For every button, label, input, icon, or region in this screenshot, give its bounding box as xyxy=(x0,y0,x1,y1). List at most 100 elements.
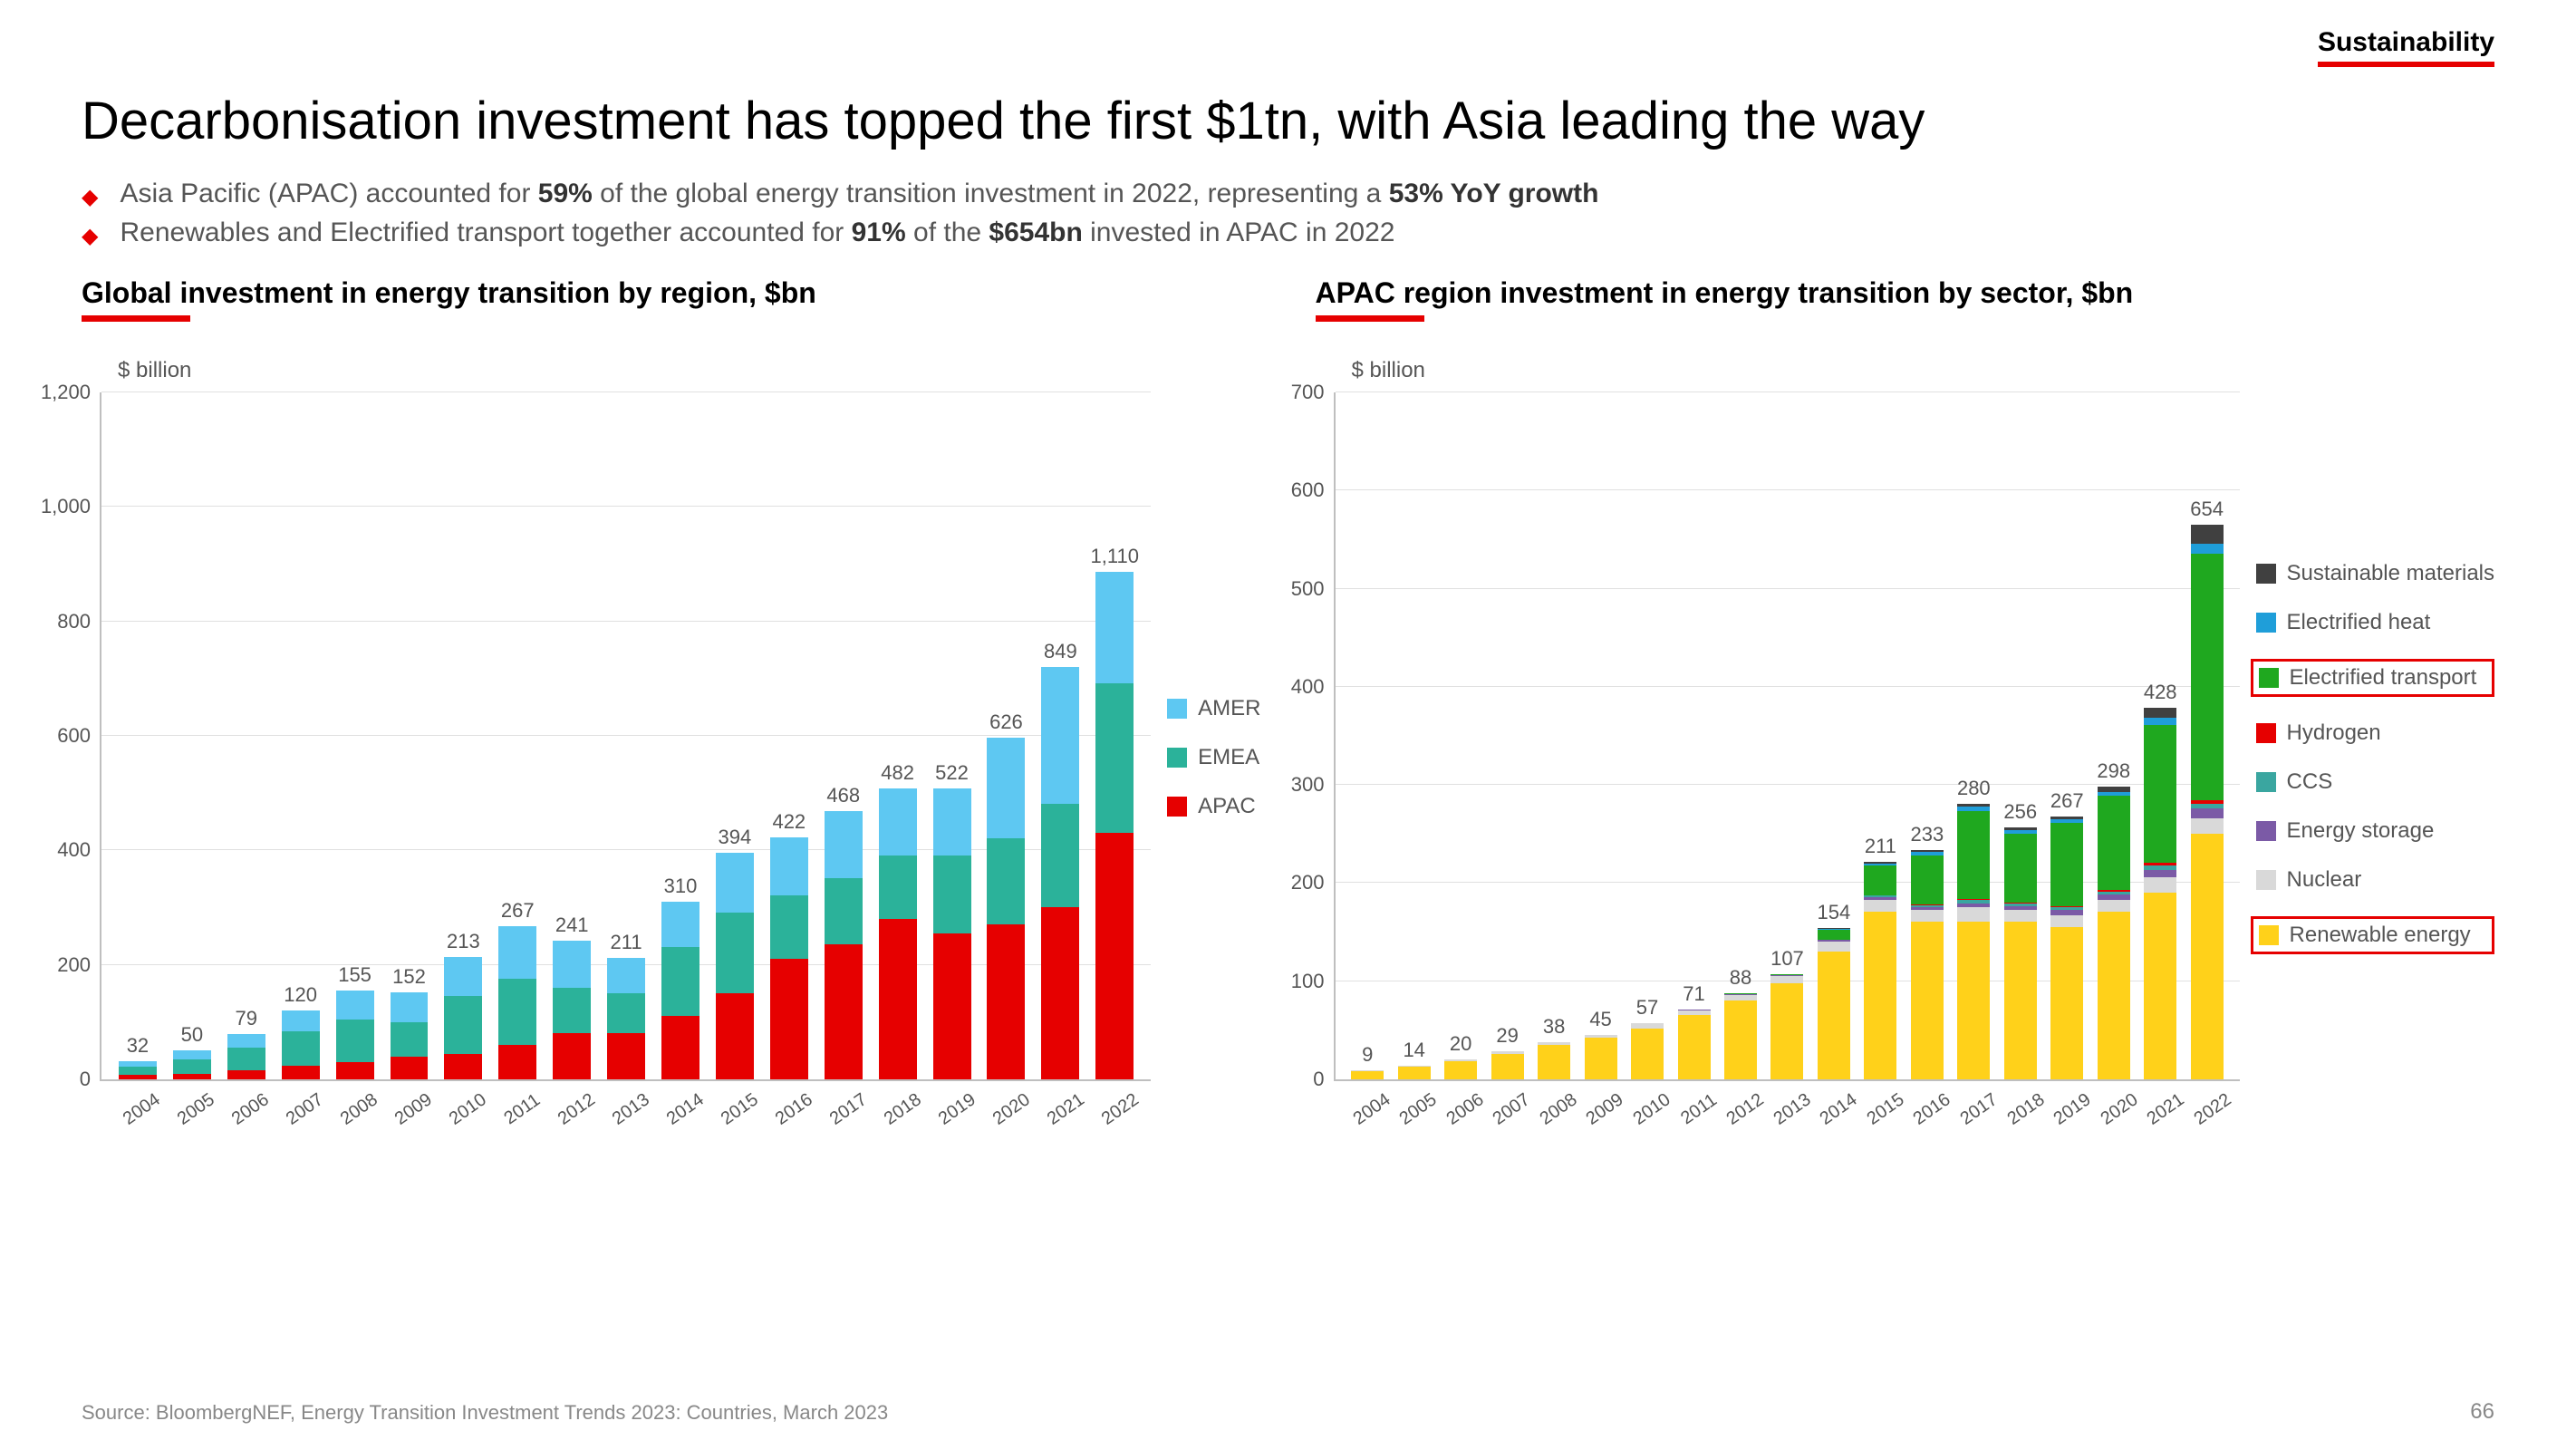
bar-segment xyxy=(336,1062,374,1079)
bar-total-label: 57 xyxy=(1636,996,1658,1020)
y-tick-label: 800 xyxy=(57,610,91,633)
bar-segment xyxy=(1095,683,1134,833)
bar-stack: 213 xyxy=(444,957,482,1079)
bar-column: 256 xyxy=(1997,392,2043,1079)
x-tick-label: 2021 xyxy=(2141,1088,2191,1131)
legend-item: Electrified heat xyxy=(2256,610,2494,635)
bar-stack: 626 xyxy=(987,738,1025,1079)
legend-swatch xyxy=(2256,723,2276,743)
bar-segment xyxy=(933,788,971,856)
bar-stack: 211 xyxy=(607,958,645,1079)
bar-segment xyxy=(2050,915,2083,927)
bar-segment xyxy=(227,1048,265,1070)
bar-column: 522 xyxy=(925,392,979,1079)
legend-swatch xyxy=(1167,797,1187,817)
y-tick-label: 200 xyxy=(57,953,91,977)
bar-column: 482 xyxy=(871,392,925,1079)
x-axis: 2004200520062007200820092010201120122013… xyxy=(1334,1081,2240,1122)
bar-stack: 20 xyxy=(1444,1059,1477,1079)
x-tick-label: 2015 xyxy=(712,1086,768,1134)
bar-segment xyxy=(1041,907,1079,1079)
bar-segment xyxy=(607,1033,645,1079)
bullet-text: Renewables and Electrified transport tog… xyxy=(120,218,1394,248)
bar-column: 120 xyxy=(274,392,328,1079)
bar-segment xyxy=(391,1057,429,1079)
y-tick-label: 400 xyxy=(57,838,91,862)
bar-column: 79 xyxy=(219,392,274,1079)
bars-row: 3250791201551522132672412113103944224684… xyxy=(101,392,1151,1079)
x-tick-label: 2009 xyxy=(1580,1088,1630,1131)
bar-stack: 152 xyxy=(391,992,429,1079)
bar-column: 468 xyxy=(816,392,871,1079)
bar-column: 29 xyxy=(1484,392,1530,1079)
bar-total-label: 38 xyxy=(1543,1015,1565,1039)
y-tick-label: 1,200 xyxy=(41,381,91,404)
bar-column: 394 xyxy=(708,392,762,1079)
bar-total-label: 233 xyxy=(1910,823,1944,846)
legend-label: Electrified heat xyxy=(2287,610,2431,635)
bar-segment xyxy=(607,958,645,993)
bar-segment xyxy=(553,988,591,1034)
bar-segment xyxy=(119,1075,157,1079)
y-tick-label: 200 xyxy=(1291,871,1325,894)
bar-segment xyxy=(879,788,917,856)
legend-swatch xyxy=(2256,564,2276,584)
bar-stack: 468 xyxy=(825,811,863,1079)
bar-total-label: 29 xyxy=(1496,1024,1518,1048)
x-tick-label: 2012 xyxy=(549,1086,605,1134)
bar-segment xyxy=(1095,833,1134,1079)
bar-stack: 107 xyxy=(1770,974,1803,1079)
bar-stack: 32 xyxy=(119,1061,157,1079)
bar-total-label: 654 xyxy=(2190,498,2224,521)
bar-stack: 57 xyxy=(1631,1023,1664,1079)
x-tick-label: 2021 xyxy=(1038,1086,1095,1134)
bar-column: 422 xyxy=(762,392,816,1079)
bar-total-label: 1,110 xyxy=(1091,545,1139,568)
bar-segment xyxy=(1911,856,1944,904)
bar-segment xyxy=(1957,907,1990,922)
bar-stack: 120 xyxy=(282,1010,320,1079)
plot-area: 02004006008001,0001,20032507912015515221… xyxy=(100,392,1151,1081)
chart-title: Global investment in energy transition b… xyxy=(82,276,1261,310)
bar-stack: 422 xyxy=(770,837,808,1079)
bar-segment xyxy=(1911,910,1944,922)
bar-segment xyxy=(825,811,863,879)
x-tick-label: 2016 xyxy=(1907,1088,1957,1131)
bar-total-label: 211 xyxy=(1865,835,1896,858)
bar-segment xyxy=(1818,952,1850,1079)
x-tick-label: 2012 xyxy=(1721,1088,1770,1131)
bar-total-label: 20 xyxy=(1450,1032,1471,1056)
page-title: Decarbonisation investment has topped th… xyxy=(82,91,2494,151)
bar-total-label: 45 xyxy=(1589,1008,1611,1031)
legend-swatch xyxy=(2259,925,2279,945)
legend-item: Renewable energy xyxy=(2251,916,2494,954)
bar-column: 152 xyxy=(382,392,437,1079)
bar-stack: 428 xyxy=(2144,708,2176,1079)
bar-total-label: 213 xyxy=(447,930,480,953)
bar-column: 211 xyxy=(599,392,653,1079)
bar-column: 267 xyxy=(490,392,545,1079)
legend-label: Sustainable materials xyxy=(2287,561,2494,586)
bar-stack: 45 xyxy=(1585,1035,1617,1079)
bar-column: 57 xyxy=(1624,392,1670,1079)
bar-total-label: 107 xyxy=(1770,947,1804,971)
bar-segment xyxy=(987,838,1025,924)
bar-column: 14 xyxy=(1391,392,1437,1079)
bar-segment xyxy=(2098,912,2130,1079)
bar-segment xyxy=(2144,718,2176,726)
bar-segment xyxy=(2144,877,2176,892)
bar-segment xyxy=(770,895,808,959)
bar-segment xyxy=(661,902,699,948)
bar-stack: 280 xyxy=(1957,804,1990,1079)
y-tick-label: 300 xyxy=(1291,773,1325,797)
bar-total-label: 267 xyxy=(2050,789,2084,813)
bar-total-label: 422 xyxy=(772,810,806,834)
bar-segment xyxy=(1444,1061,1477,1079)
bar-segment xyxy=(2191,554,2224,799)
bar-segment xyxy=(879,919,917,1079)
bar-stack: 310 xyxy=(661,902,699,1079)
bar-segment xyxy=(1957,811,1990,900)
bar-column: 267 xyxy=(2044,392,2090,1079)
bar-total-label: 50 xyxy=(181,1023,203,1047)
x-tick-label: 2018 xyxy=(2001,1088,2050,1131)
